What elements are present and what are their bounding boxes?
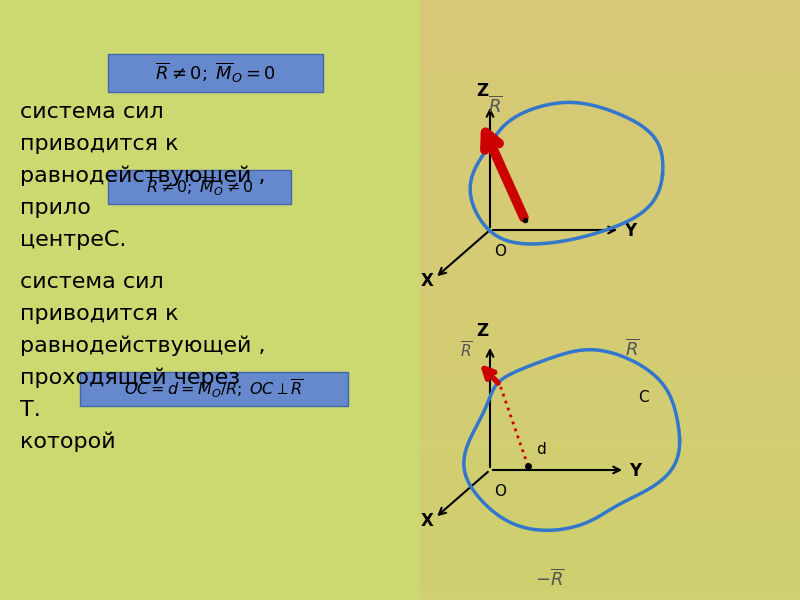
FancyBboxPatch shape: [420, 119, 800, 130]
FancyBboxPatch shape: [420, 9, 800, 20]
Text: X: X: [421, 512, 434, 530]
FancyBboxPatch shape: [420, 419, 800, 430]
FancyBboxPatch shape: [420, 509, 800, 520]
FancyBboxPatch shape: [420, 0, 800, 10]
Text: система сил: система сил: [20, 272, 164, 292]
FancyBboxPatch shape: [420, 139, 800, 150]
FancyBboxPatch shape: [420, 499, 800, 510]
Text: равнодействующей ,: равнодействующей ,: [20, 166, 266, 187]
FancyBboxPatch shape: [420, 89, 800, 100]
Text: Z: Z: [476, 322, 488, 340]
Text: $OC = d = M_O / R;\; OC \perp \overline{R}$: $OC = d = M_O / R;\; OC \perp \overline{…: [124, 377, 304, 400]
FancyBboxPatch shape: [420, 219, 800, 230]
FancyBboxPatch shape: [420, 179, 800, 190]
FancyBboxPatch shape: [420, 319, 800, 330]
FancyBboxPatch shape: [420, 59, 800, 70]
FancyBboxPatch shape: [420, 259, 800, 270]
Text: Т.: Т.: [20, 400, 41, 420]
FancyBboxPatch shape: [420, 569, 800, 580]
Text: Z: Z: [476, 82, 488, 100]
Text: прило: прило: [20, 198, 91, 218]
FancyBboxPatch shape: [420, 529, 800, 540]
Text: $\overline{R}$: $\overline{R}$: [460, 341, 473, 361]
FancyBboxPatch shape: [420, 199, 800, 210]
Text: приводится к: приводится к: [20, 304, 178, 324]
FancyBboxPatch shape: [80, 372, 348, 406]
FancyBboxPatch shape: [420, 549, 800, 560]
Text: d: d: [536, 442, 546, 457]
FancyBboxPatch shape: [420, 19, 800, 30]
FancyBboxPatch shape: [420, 489, 800, 500]
FancyBboxPatch shape: [420, 289, 800, 300]
FancyBboxPatch shape: [420, 229, 800, 240]
FancyBboxPatch shape: [108, 170, 291, 204]
FancyBboxPatch shape: [420, 379, 800, 390]
Text: Y: Y: [624, 222, 636, 240]
FancyBboxPatch shape: [420, 249, 800, 260]
FancyBboxPatch shape: [420, 389, 800, 400]
FancyBboxPatch shape: [420, 99, 800, 110]
FancyBboxPatch shape: [420, 129, 800, 140]
FancyBboxPatch shape: [420, 69, 800, 80]
FancyBboxPatch shape: [420, 309, 800, 320]
FancyBboxPatch shape: [420, 29, 800, 40]
FancyBboxPatch shape: [420, 479, 800, 490]
FancyBboxPatch shape: [420, 109, 800, 120]
FancyBboxPatch shape: [420, 239, 800, 250]
Text: X: X: [421, 272, 434, 290]
FancyBboxPatch shape: [420, 369, 800, 380]
FancyBboxPatch shape: [420, 449, 800, 460]
FancyBboxPatch shape: [420, 49, 800, 60]
Text: C: C: [638, 390, 649, 405]
Text: O: O: [494, 244, 506, 259]
FancyBboxPatch shape: [420, 269, 800, 280]
Text: $\overline{R}$: $\overline{R}$: [488, 95, 502, 116]
FancyBboxPatch shape: [420, 359, 800, 370]
FancyBboxPatch shape: [420, 409, 800, 420]
FancyBboxPatch shape: [420, 459, 800, 470]
FancyBboxPatch shape: [420, 519, 800, 530]
FancyBboxPatch shape: [420, 429, 800, 440]
FancyBboxPatch shape: [420, 279, 800, 290]
Text: $-\overline{R}$: $-\overline{R}$: [535, 568, 565, 589]
Text: приводится к: приводится к: [20, 134, 178, 154]
FancyBboxPatch shape: [420, 299, 800, 310]
Text: проходящей через: проходящей через: [20, 368, 240, 389]
Text: центреС.: центреС.: [20, 230, 126, 250]
FancyBboxPatch shape: [420, 399, 800, 410]
FancyBboxPatch shape: [420, 79, 800, 90]
Text: $\overline{R}$: $\overline{R}$: [625, 338, 639, 359]
Text: равнодействующей ,: равнодействующей ,: [20, 336, 266, 356]
FancyBboxPatch shape: [420, 349, 800, 360]
FancyBboxPatch shape: [420, 169, 800, 180]
FancyBboxPatch shape: [108, 54, 323, 92]
FancyBboxPatch shape: [420, 209, 800, 220]
FancyBboxPatch shape: [420, 589, 800, 600]
Text: которой: которой: [20, 432, 116, 452]
FancyBboxPatch shape: [420, 559, 800, 570]
Text: $\overline{R} \neq 0;\; \overline{M}_O = 0$: $\overline{R} \neq 0;\; \overline{M}_O =…: [155, 61, 276, 85]
FancyBboxPatch shape: [420, 439, 800, 450]
FancyBboxPatch shape: [420, 329, 800, 340]
FancyBboxPatch shape: [420, 149, 800, 160]
Text: O: O: [494, 484, 506, 499]
FancyBboxPatch shape: [420, 539, 800, 550]
FancyBboxPatch shape: [420, 189, 800, 200]
FancyBboxPatch shape: [0, 0, 420, 600]
FancyBboxPatch shape: [420, 39, 800, 50]
Text: система сил: система сил: [20, 102, 164, 122]
FancyBboxPatch shape: [420, 579, 800, 590]
Text: $\overline{R} \neq 0;\; \overline{M}_O \neq 0$: $\overline{R} \neq 0;\; \overline{M}_O \…: [146, 176, 254, 199]
FancyBboxPatch shape: [420, 159, 800, 170]
FancyBboxPatch shape: [420, 339, 800, 350]
FancyBboxPatch shape: [420, 469, 800, 480]
Text: Y: Y: [629, 462, 641, 480]
